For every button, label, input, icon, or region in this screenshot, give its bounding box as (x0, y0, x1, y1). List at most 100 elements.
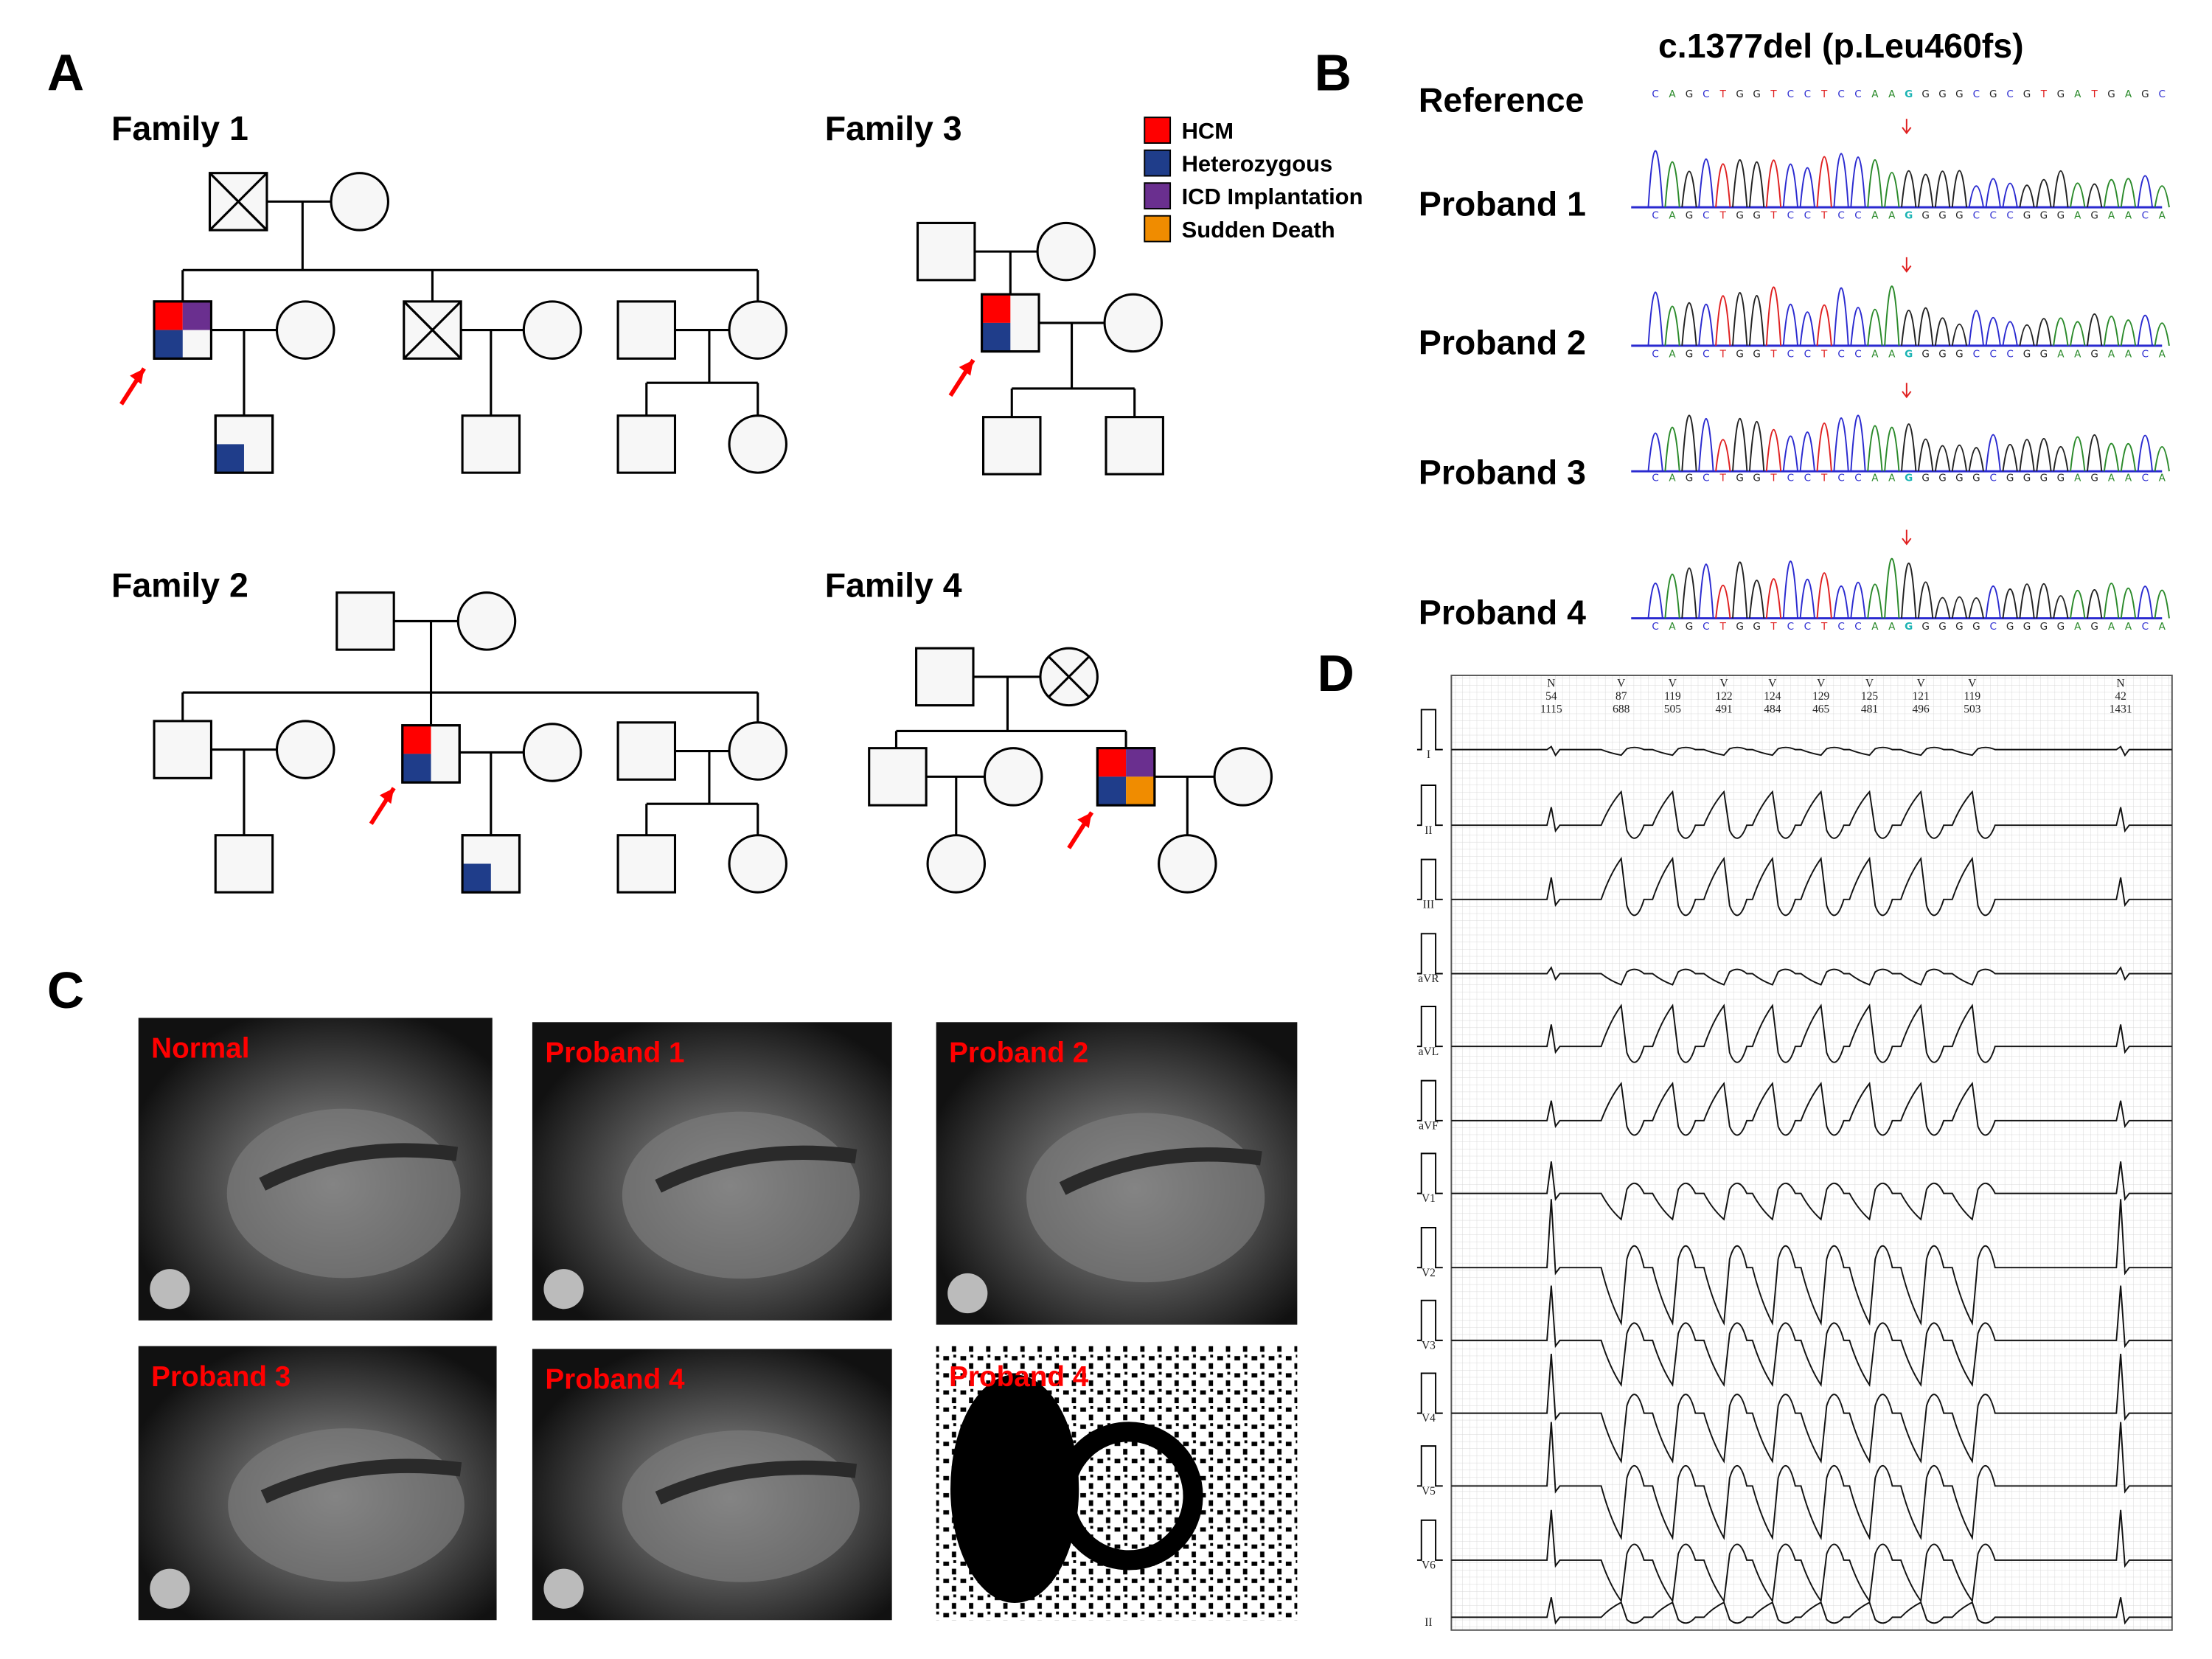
proband-arrowhead (1077, 812, 1092, 829)
base-call: G (2057, 88, 2065, 100)
base-call: C (1703, 88, 1709, 100)
base-call: C (1989, 348, 1996, 360)
ecg-trace (1451, 1597, 2172, 1625)
lead-label: I (1427, 748, 1430, 761)
base-call: T (1770, 88, 1777, 100)
male-symbol (868, 747, 928, 807)
lead-label: V4 (1422, 1412, 1436, 1425)
legend-hcm: HCM (1182, 118, 1234, 144)
base-call: C (1837, 348, 1844, 360)
mri-image: Proband 4 (532, 1349, 892, 1621)
trace-A (1664, 425, 2170, 472)
legend-heterozygous: Heterozygous (1182, 151, 1333, 177)
calibration-pulse (1416, 858, 1443, 900)
base-call: T (1719, 88, 1727, 100)
phenotype-quadrant (1097, 748, 1127, 777)
base-call: C (2006, 88, 2013, 100)
base-call: G (1753, 348, 1761, 360)
female-symbol (728, 721, 787, 781)
base-call: T (1770, 348, 1777, 360)
base-call: A (2074, 210, 2081, 222)
beat-annotation-type: N (1547, 677, 1555, 689)
deceased-mark (1048, 655, 1090, 698)
beat-annotation-hr: 121 (1913, 690, 1930, 703)
phenotype-quadrant (182, 301, 212, 330)
trace-C (1647, 560, 2154, 619)
base-call: A (2074, 348, 2081, 360)
ecg-panel: N541115V87688V119505V122491V124484V12946… (1416, 675, 2173, 1631)
chromatograms: C A G C T G G T C C T C C A A G G G G C G C G T G A T G A G CC A G C T G G T C… (1631, 88, 2170, 633)
lead-label: II (1425, 1616, 1432, 1629)
base-call: G (1686, 88, 1694, 100)
base-call: G (2090, 348, 2098, 360)
ecg-trace (1451, 856, 2172, 917)
base-call: A (2074, 88, 2081, 100)
base-call: A (2108, 348, 2115, 360)
base-call: G (2040, 473, 2048, 484)
base-call: G (2023, 210, 2031, 222)
base-call: C (1787, 621, 1794, 633)
female-symbol (522, 300, 582, 360)
base-call: G (1972, 473, 1980, 484)
beat-annotation-hr: 42 (2115, 690, 2126, 703)
lead-label: aVL (1419, 1046, 1439, 1058)
beat-annotation-type: V (1669, 677, 1677, 689)
female-symbol (728, 414, 787, 474)
calibration-pulse (1416, 933, 1443, 975)
base-call: C (1804, 621, 1811, 633)
base-call: A (2108, 210, 2115, 222)
symbol-outline (214, 414, 274, 474)
base-call: A (2108, 621, 2115, 633)
panel-label-c: C (47, 961, 84, 1019)
base-call: A (2159, 210, 2166, 222)
deceased-mark (209, 172, 268, 232)
ecg-trace (1451, 1422, 2172, 1540)
trace-C (1647, 287, 2153, 347)
variant-arrow (1902, 383, 1912, 399)
trace-T (1715, 422, 1832, 472)
trace-T (1715, 572, 1832, 619)
pedigree-panel: Family 1 Family 2 Family 3 Family 4 HCM … (111, 109, 1363, 894)
base-call: A (2108, 473, 2115, 484)
base-call: T (1820, 210, 1828, 222)
base-call: G (2090, 210, 2098, 222)
base-call: C (1837, 210, 1844, 222)
base-call: A (1669, 88, 1676, 100)
base-call: G (1938, 473, 1947, 484)
row-label-reference: Reference (1419, 80, 1585, 119)
phenotype-quadrant (1097, 776, 1127, 806)
base-call: C (1973, 348, 1980, 360)
base-call: C (1854, 88, 1861, 100)
row-label-proband-4: Proband 4 (1419, 593, 1586, 631)
base-call: A (2125, 88, 2132, 100)
base-call: T (2040, 88, 2048, 100)
base-call: A (2125, 348, 2132, 360)
base-call: C (2142, 348, 2149, 360)
male-symbol (616, 414, 677, 474)
calibration-pulse (1416, 1372, 1443, 1414)
base-call: G (1736, 88, 1744, 100)
base-call: G (1921, 210, 1930, 222)
phenotype-quadrant (981, 322, 1011, 352)
trace-G (1681, 561, 2103, 619)
mri-label: Proband 4 (949, 1361, 1089, 1393)
base-call: G (1955, 88, 1964, 100)
base-call: C (2159, 88, 2166, 100)
base-call: C (1804, 473, 1811, 484)
legend: HCM Heterozygous ICD Implantation Sudden… (1144, 116, 1363, 243)
male-symbol (916, 221, 976, 282)
base-call: A (1669, 210, 1676, 222)
base-call: G (1905, 210, 1913, 222)
base-call: C (1973, 88, 1980, 100)
base-call: C (1854, 210, 1861, 222)
calibration-pulse (1416, 1519, 1443, 1561)
lead-label: V3 (1422, 1340, 1436, 1352)
female-symbol (1036, 221, 1096, 282)
female-symbol (728, 300, 787, 360)
mri-label: Proband 4 (545, 1364, 685, 1396)
base-call: G (1905, 473, 1913, 484)
pedigree-trees (119, 172, 1273, 894)
base-call: A (1871, 210, 1879, 222)
mri-image: Proband 3 (138, 1346, 497, 1621)
